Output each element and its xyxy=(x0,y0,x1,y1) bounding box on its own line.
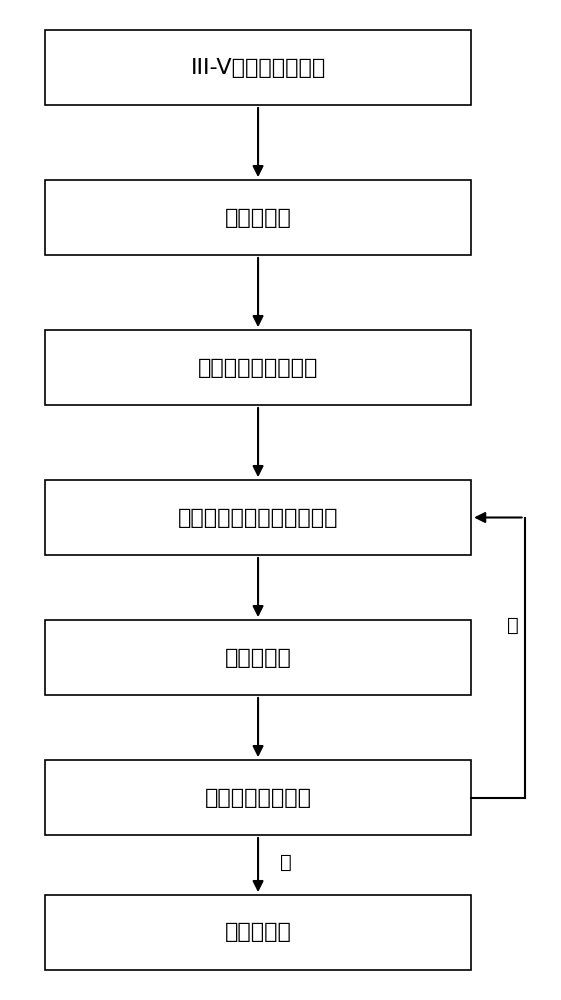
Bar xyxy=(45,620,471,695)
Bar xyxy=(45,480,471,555)
Text: 光刻出待刻蚀区图形: 光刻出待刻蚀区图形 xyxy=(198,358,318,377)
Bar xyxy=(45,760,471,835)
Bar xyxy=(45,895,471,970)
Bar xyxy=(45,330,471,405)
Text: 低温氧气等离子体氧化处理: 低温氧气等离子体氧化处理 xyxy=(178,508,338,528)
Text: 腑蚀掩膜层: 腑蚀掩膜层 xyxy=(224,922,292,942)
Text: 淠积掩膜层: 淠积掩膜层 xyxy=(224,208,292,228)
Bar xyxy=(45,180,471,255)
Text: 腑蚀氧化层: 腑蚀氧化层 xyxy=(224,648,292,668)
Text: 是: 是 xyxy=(280,852,292,871)
Text: 否: 否 xyxy=(508,615,519,635)
Text: III-V族化合物半导体: III-V族化合物半导体 xyxy=(190,57,326,78)
Text: 达到预定刻蚀深度: 达到预定刻蚀深度 xyxy=(205,788,311,808)
Bar xyxy=(45,30,471,105)
